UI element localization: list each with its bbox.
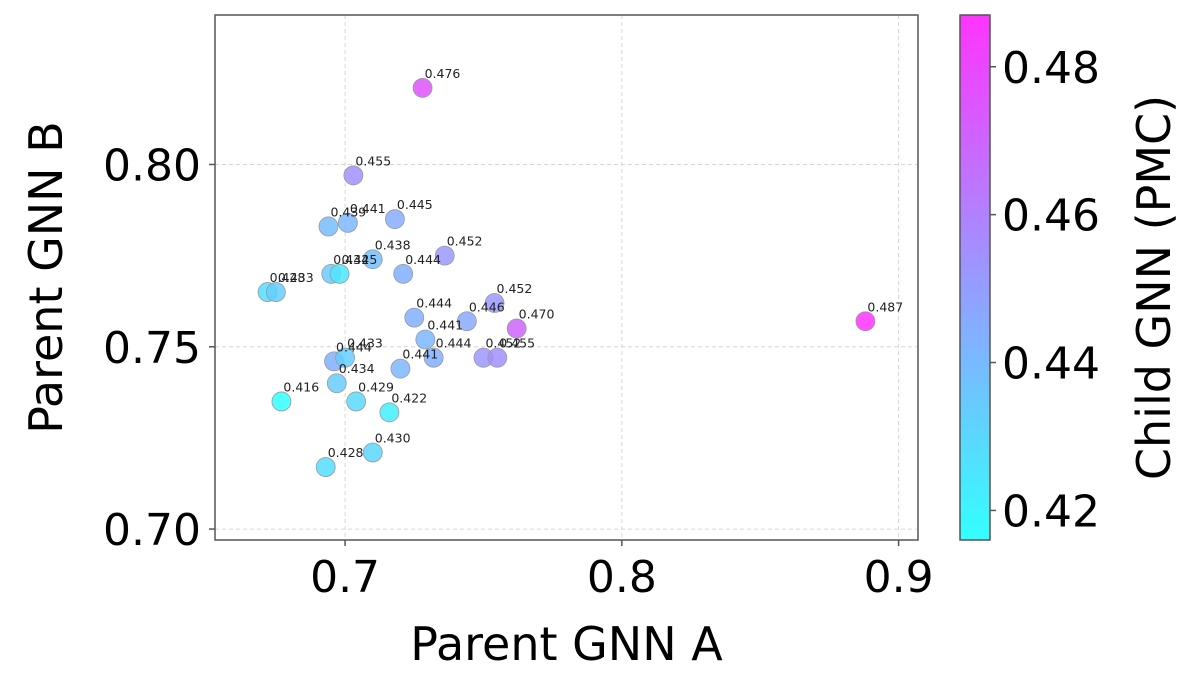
- y-tick-label: 0.70: [103, 505, 201, 556]
- colorbar-tick-label: 0.42: [1002, 486, 1100, 537]
- scatter-point: [337, 212, 358, 233]
- point-value-label: 0.470: [519, 307, 555, 322]
- point-value-label: 0.428: [270, 270, 306, 285]
- point-value-label: 0.455: [355, 153, 391, 168]
- point-value-label: 0.441: [350, 201, 386, 216]
- scatter-points: [257, 78, 876, 477]
- x-axis-ticks: 0.7 0.8 0.9: [310, 540, 934, 603]
- scatter-point: [379, 402, 400, 423]
- scatter-point: [487, 347, 508, 368]
- x-tick-label: 0.8: [587, 552, 657, 603]
- scatter-point: [315, 457, 336, 477]
- point-value-label: 0.434: [339, 361, 375, 376]
- point-value-label: 0.433: [347, 336, 383, 351]
- colorbar-label: Child GNN (PMC): [1127, 95, 1181, 480]
- point-value-label: 0.416: [283, 379, 319, 394]
- scatter-point: [318, 216, 339, 237]
- scatter-point: [335, 347, 355, 368]
- point-value-label: 0.434: [333, 252, 369, 267]
- scatter-point: [326, 373, 347, 394]
- point-value-label: 0.476: [425, 66, 461, 81]
- plot-frame: [214, 14, 919, 541]
- y-tick-label: 0.80: [103, 140, 201, 191]
- point-value-label: 0.452: [497, 281, 533, 296]
- scatter-point: [456, 311, 477, 332]
- scatter-point: [393, 263, 414, 284]
- x-tick-label: 0.9: [864, 552, 934, 603]
- scatter-point: [346, 391, 367, 412]
- scatter-point: [412, 78, 433, 98]
- scatter-point: [434, 245, 455, 266]
- point-value-label: 0.425: [342, 252, 378, 267]
- scatter-point: [271, 391, 292, 412]
- point-value-label: 0.444: [416, 296, 452, 311]
- x-tick-label: 0.7: [310, 552, 380, 603]
- colorbar-tick-label: 0.48: [1002, 43, 1100, 94]
- point-value-label: 0.444: [336, 339, 372, 354]
- scatter-point: [404, 307, 425, 328]
- scatter-point: [390, 358, 411, 379]
- scatter-point: [385, 209, 405, 230]
- point-value-label: 0.441: [402, 347, 438, 362]
- point-value-label: 0.439: [330, 204, 366, 219]
- point-value-label: 0.445: [397, 197, 433, 212]
- scatter-point: [484, 293, 505, 313]
- y-axis-label: Parent GNN B: [19, 121, 73, 434]
- point-value-label: 0.441: [427, 317, 463, 332]
- point-value-label: 0.487: [867, 299, 903, 314]
- point-value-label: 0.433: [278, 270, 314, 285]
- scatter-point: [362, 442, 383, 463]
- x-axis-label: Parent GNN A: [410, 617, 723, 671]
- colorbar-ticks: 0.42 0.44 0.46 0.48: [990, 43, 1100, 537]
- scatter-point: [506, 318, 527, 339]
- point-value-label: 0.429: [358, 379, 394, 394]
- point-value-label: 0.452: [485, 336, 521, 351]
- scatter-point: [362, 249, 383, 270]
- scatter-point: [343, 165, 364, 186]
- point-value-label: 0.444: [405, 252, 441, 267]
- y-axis-ticks: 0.70 0.75 0.80: [103, 140, 215, 556]
- point-value-label: 0.455: [499, 336, 535, 351]
- point-value-label: 0.430: [375, 431, 411, 446]
- point-value-label: 0.428: [328, 445, 364, 460]
- colorbar-tick-label: 0.44: [1002, 339, 1100, 390]
- point-value-label: 0.422: [391, 390, 427, 405]
- point-value-label: 0.452: [447, 234, 483, 249]
- point-value-label: 0.444: [436, 336, 472, 351]
- scatter-point: [855, 311, 876, 332]
- scatter-point: [415, 329, 436, 350]
- point-value-label: 0.438: [375, 237, 411, 252]
- scatter-point: [423, 347, 444, 368]
- scatter-point: [329, 263, 350, 284]
- y-tick-label: 0.75: [103, 323, 201, 374]
- scatter-point: [265, 282, 286, 302]
- colorbar-tick-label: 0.46: [1002, 191, 1100, 242]
- colorbar: [959, 14, 991, 541]
- point-value-label: 0.446: [469, 299, 505, 314]
